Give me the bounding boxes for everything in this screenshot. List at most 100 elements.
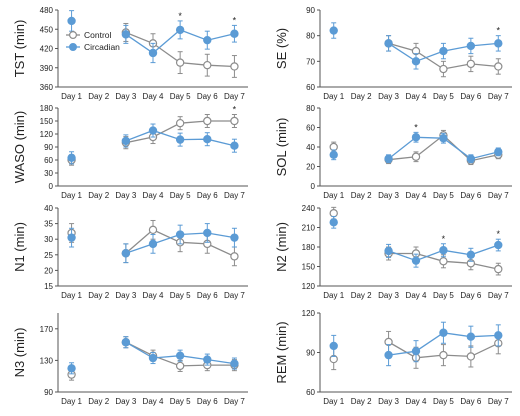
x-tick-label: Day 7: [488, 92, 509, 101]
y-tick-label: 210: [302, 224, 316, 233]
y-tick-label: 90: [44, 388, 53, 397]
data-point: [121, 136, 131, 146]
y-tick-label: 25: [44, 251, 53, 260]
x-tick-label: Day 5: [433, 92, 454, 101]
data-point: [203, 228, 212, 238]
x-tick-label: Day 6: [460, 92, 481, 101]
data-point: [175, 361, 185, 371]
data-point: [439, 134, 448, 143]
data-point: [175, 351, 185, 360]
data-point: [384, 154, 393, 163]
x-tick-label: Day 7: [224, 92, 245, 101]
x-tick-label: Day 4: [143, 397, 164, 406]
x-tick-label: Day 4: [143, 92, 164, 101]
y-tick-label: 180: [302, 243, 316, 252]
y-tick-label: 80: [306, 104, 315, 113]
significance-star: *: [178, 11, 182, 21]
y-axis-title: N1 (min): [12, 222, 27, 272]
data-point: [230, 252, 239, 261]
y-tick-label: 15: [44, 282, 53, 291]
series-circadian: [67, 223, 239, 264]
x-tick-label: Day 7: [224, 291, 245, 300]
x-tick-label: Day 3: [378, 291, 399, 300]
data-point: [203, 35, 212, 45]
x-tick-label: Day 3: [115, 291, 136, 300]
y-tick-label: 390: [40, 64, 54, 73]
x-tick-label: Day 4: [143, 291, 164, 300]
x-tick-label: Day 1: [323, 397, 344, 406]
data-point: [121, 30, 131, 39]
data-point: [329, 150, 338, 159]
x-tick-label: Day 4: [143, 191, 164, 200]
y-tick-label: 0: [311, 182, 316, 191]
data-point: [203, 60, 212, 70]
x-tick-label: Day 6: [197, 397, 218, 406]
data-point: [148, 353, 158, 363]
data-point: [329, 341, 338, 351]
y-tick-label: 40: [306, 143, 315, 152]
x-tick-label: Day 3: [378, 191, 399, 200]
significance-star: *: [497, 26, 501, 36]
x-tick-label: Day 3: [115, 191, 136, 200]
x-tick-label: Day 6: [460, 191, 481, 200]
x-tick-label: Day 4: [406, 291, 427, 300]
data-point: [175, 135, 185, 144]
data-point: [466, 59, 476, 69]
y-tick-label: 120: [40, 130, 54, 139]
data-point: [67, 364, 76, 373]
data-point: [148, 126, 158, 135]
x-tick-label: Day 1: [61, 92, 82, 101]
x-tick-label: Day 1: [61, 397, 82, 406]
series-circadian: [329, 215, 503, 268]
data-point: [121, 249, 131, 258]
data-point: [439, 64, 448, 74]
data-point: [411, 133, 421, 142]
y-tick-label: 130: [40, 356, 54, 365]
data-point: [203, 116, 212, 126]
x-tick-label: Day 7: [488, 397, 509, 406]
x-tick-label: Day 5: [433, 397, 454, 406]
data-point: [466, 250, 476, 259]
y-tick-label: 420: [40, 45, 54, 54]
data-point: [67, 233, 76, 242]
significance-star: *: [414, 122, 418, 132]
x-tick-label: Day 2: [351, 291, 372, 300]
y-tick-label: 30: [44, 169, 53, 178]
data-point: [494, 62, 503, 71]
x-tick-label: Day 6: [460, 291, 481, 300]
data-point: [329, 26, 338, 35]
legend-marker-control: [68, 31, 77, 40]
data-point: [121, 338, 131, 347]
y-tick-label: 120: [302, 282, 316, 291]
data-point: [439, 350, 448, 360]
x-tick-label: Day 3: [378, 92, 399, 101]
y-tick-label: 30: [44, 235, 53, 244]
data-point: [329, 218, 338, 227]
data-point: [175, 58, 185, 67]
data-point: [411, 346, 421, 356]
data-point: [148, 225, 158, 235]
data-point: [175, 25, 185, 35]
y-tick-label: 120: [302, 309, 316, 318]
x-tick-label: Day 5: [170, 291, 191, 300]
y-tick-label: 480: [40, 6, 54, 15]
y-tick-label: 80: [306, 32, 315, 41]
x-tick-label: Day 5: [170, 397, 191, 406]
significance-star: *: [442, 234, 446, 244]
data-point: [466, 41, 476, 51]
y-axis-title: REM (min): [274, 321, 289, 383]
x-tick-label: Day 2: [88, 191, 109, 200]
data-point: [175, 230, 185, 239]
y-tick-label: 40: [44, 204, 53, 213]
y-axis-title: SE (%): [274, 28, 289, 69]
x-tick-label: Day 2: [351, 191, 372, 200]
chart-panel-2: 0 30 60 90 120 150 180 Day 1 Day 2 Day 3 Day 4 Day …: [12, 104, 248, 200]
x-tick-label: Day 1: [323, 291, 344, 300]
data-point: [148, 239, 158, 249]
y-tick-label: 240: [302, 204, 316, 213]
series-circadian: [67, 10, 239, 64]
data-point: [466, 154, 476, 163]
y-axis-title: TST (min): [12, 20, 27, 78]
data-point: [411, 256, 421, 265]
x-tick-label: Day 5: [170, 92, 191, 101]
